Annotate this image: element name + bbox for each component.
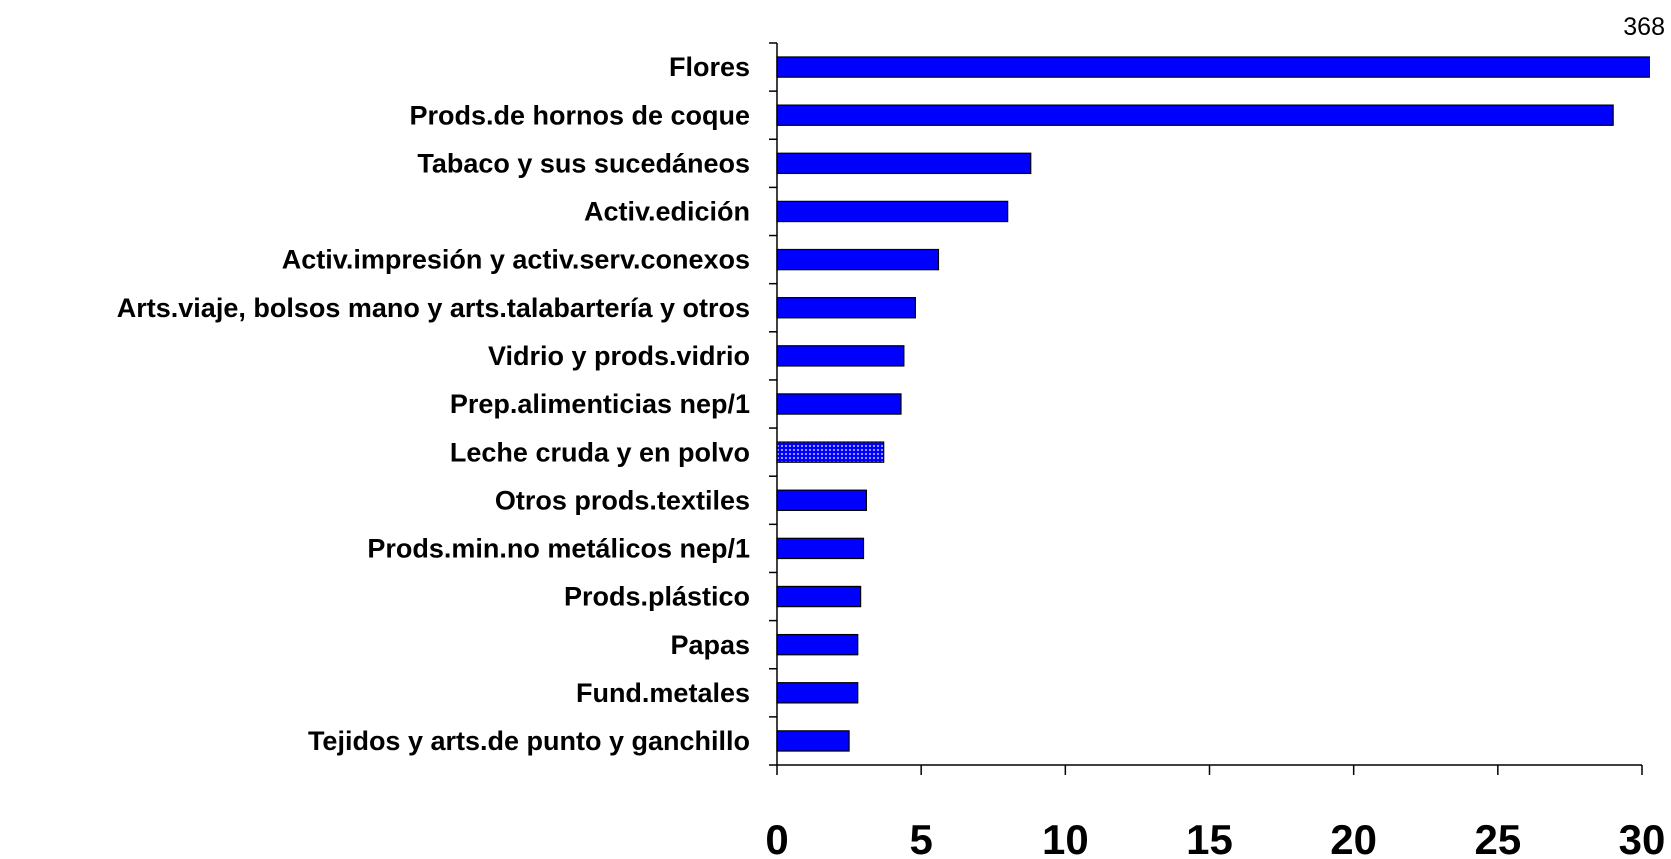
category-label: Papas [670,630,750,660]
bar [776,345,905,367]
category-label: Vidrio y prods.vidrio [488,341,750,371]
category-label: Otros prods.textiles [495,485,750,515]
category-label: Prods.min.no metálicos nep/1 [367,534,750,564]
category-label: Prods.plástico [564,582,750,612]
category-label: Arts.viaje, bolsos mano y arts.talabarte… [117,293,750,323]
bar [776,682,859,704]
x-tick-label: 10 [1042,816,1089,859]
category-label: Activ.impresión y activ.serv.conexos [282,245,750,275]
bars [776,56,1650,752]
category-label: Tejidos y arts.de punto y ganchillo [308,726,750,756]
bar [776,200,1009,223]
bar [776,537,865,560]
bar [776,633,859,656]
bar [776,441,885,463]
category-label: Prep.alimenticias nep/1 [450,389,750,419]
bar [776,248,940,271]
x-tick-label: 30 [1619,816,1666,859]
category-label: Activ.edición [584,197,750,227]
bar [776,730,850,752]
category-label: Prods.de hornos de coque [409,100,750,130]
bar [776,104,1614,126]
bar [776,489,867,511]
x-tick-label: 15 [1186,816,1233,859]
bar [776,393,902,415]
x-tick-label: 0 [765,816,788,859]
x-tick-label: 20 [1330,816,1377,859]
category-label: Tabaco y sus sucedáneos [417,148,750,178]
x-tick-label: 25 [1474,816,1521,859]
x-tick-label: 5 [909,816,932,859]
bar [776,152,1032,175]
bar [776,585,862,608]
bar [776,56,1650,78]
category-label: Fund.metales [576,678,750,708]
category-label: Flores [669,52,750,82]
category-label: Leche cruda y en polvo [450,437,750,467]
value-label: 368 [1623,13,1665,41]
bar [776,297,916,319]
